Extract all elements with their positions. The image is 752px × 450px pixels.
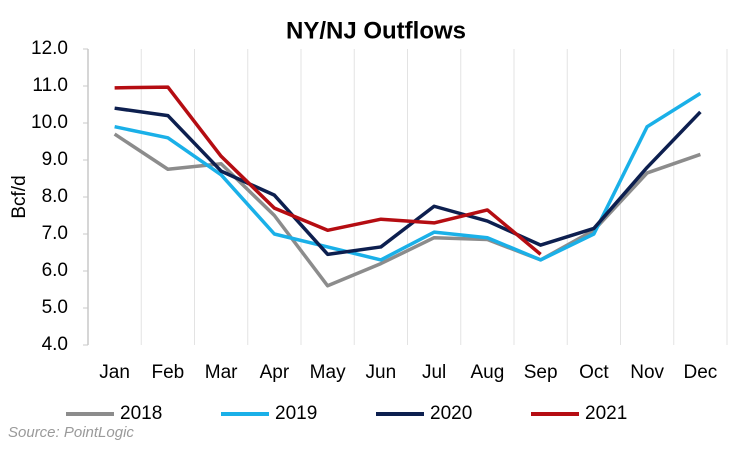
x-tick-label: Apr — [260, 362, 290, 383]
x-tick-label: Feb — [152, 362, 185, 383]
x-tick-label: Mar — [205, 362, 238, 383]
chart-title: NY/NJ Outflows — [286, 17, 466, 44]
series-line — [114, 106, 702, 257]
y-tick-label: 4.0 — [42, 334, 68, 355]
x-tick-label: Jul — [422, 362, 446, 383]
y-tick-label: 8.0 — [42, 186, 68, 207]
x-tick-label: Sep — [524, 362, 558, 383]
source: Source: PointLogic — [8, 424, 134, 441]
x-tick-label: Jun — [366, 362, 397, 383]
legend-label: 2021 — [585, 403, 627, 424]
legend-label: 2018 — [120, 403, 162, 424]
legend-label: 2020 — [430, 403, 472, 424]
legend-label: 2019 — [275, 403, 317, 424]
series-line — [114, 85, 542, 256]
y-tick-label: 10.0 — [31, 112, 68, 133]
y-axis-label: Bcf/d — [9, 175, 30, 218]
y-tick-label: 6.0 — [42, 260, 68, 281]
y-tick-label: 7.0 — [42, 223, 68, 244]
y-tick-label: 11.0 — [32, 75, 68, 96]
x-tick-label: May — [310, 362, 346, 383]
x-tick-label: Nov — [630, 362, 664, 383]
y-tick-label: 5.0 — [42, 297, 68, 318]
x-tick-label: Dec — [683, 362, 717, 383]
y-tick-label: 12.0 — [31, 38, 68, 59]
y-tick-label: 9.0 — [42, 149, 68, 170]
x-tick-label: Aug — [470, 362, 504, 383]
x-tick-label: Oct — [579, 362, 609, 383]
x-tick-label: Jan — [99, 362, 130, 383]
